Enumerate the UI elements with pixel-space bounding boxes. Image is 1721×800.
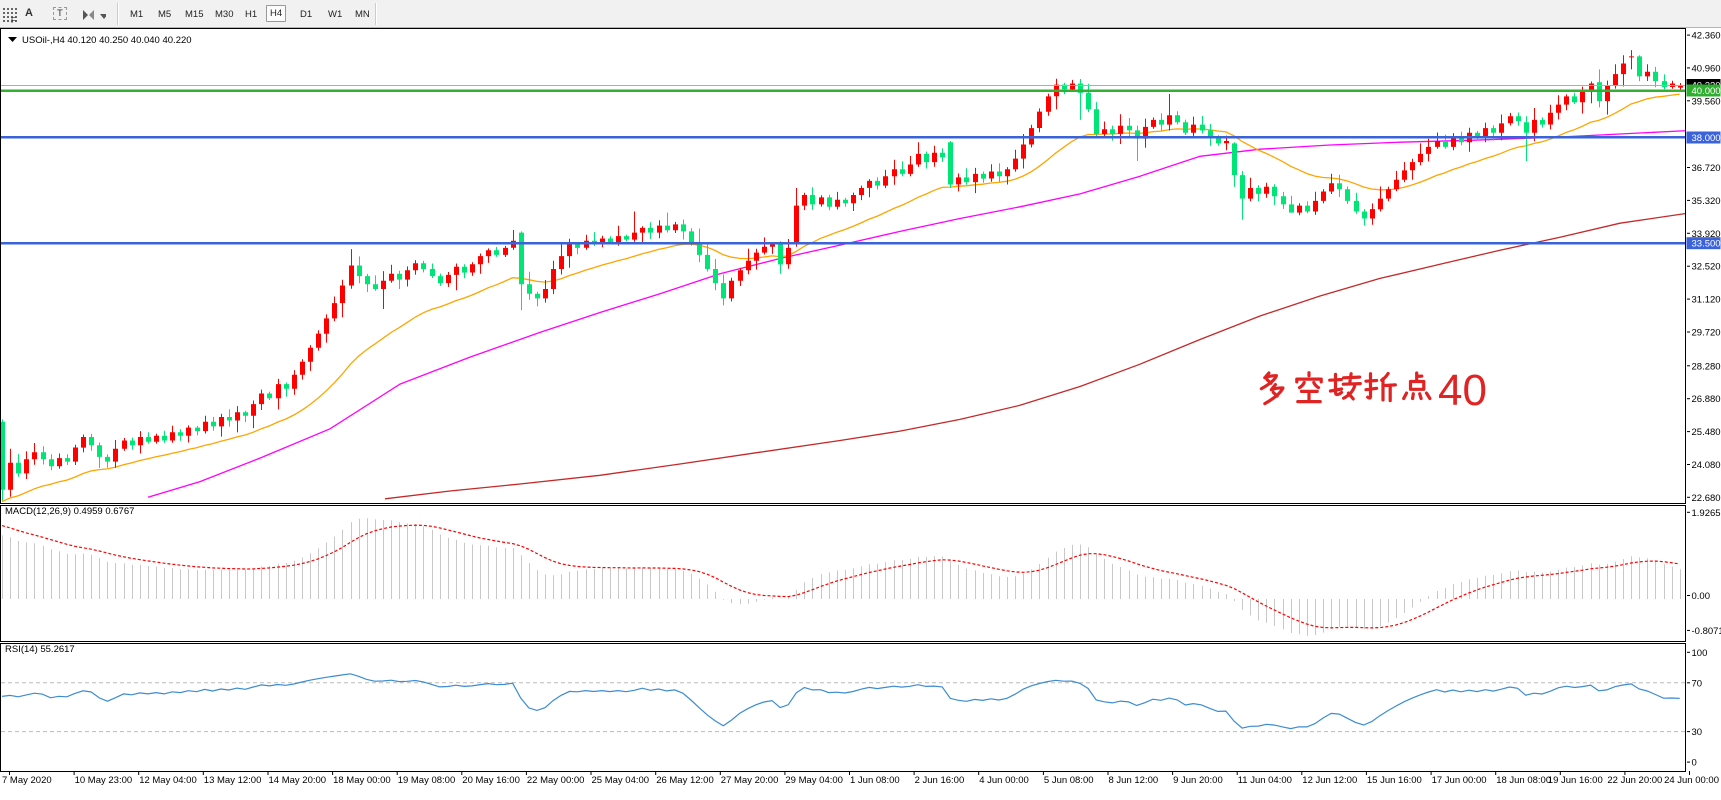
svg-text:RSI(14) 55.2617: RSI(14) 55.2617 [5,644,75,655]
svg-text:7 May 2020: 7 May 2020 [2,775,52,786]
svg-text:9 Jun 20:00: 9 Jun 20:00 [1173,775,1223,786]
svg-text:24 Jun 00:00: 24 Jun 00:00 [1664,775,1719,786]
svg-text:4 Jun 00:00: 4 Jun 00:00 [979,775,1029,786]
svg-text:24.080: 24.080 [1692,460,1721,471]
svg-text:19 Jun 16:00: 19 Jun 16:00 [1548,775,1603,786]
svg-text:12 May 04:00: 12 May 04:00 [139,775,197,786]
svg-text:40: 40 [1438,366,1487,415]
svg-text:39.560: 39.560 [1692,96,1721,107]
svg-text:F: F [11,16,16,23]
svg-text:USOil-,H4 40.120 40.250 40.04: USOil-,H4 40.120 40.250 40.040 40.220 [22,35,192,46]
svg-text:36.720: 36.720 [1692,163,1721,174]
svg-text:10 May 23:00: 10 May 23:00 [75,775,133,786]
svg-text:100: 100 [1692,648,1708,659]
svg-text:18 May 00:00: 18 May 00:00 [333,775,391,786]
svg-text:0.00: 0.00 [1692,591,1711,602]
svg-text:2 Jun 16:00: 2 Jun 16:00 [915,775,965,786]
svg-text:-0.8071: -0.8071 [1692,626,1721,637]
svg-text:22 May 00:00: 22 May 00:00 [527,775,585,786]
svg-text:70: 70 [1692,678,1703,689]
svg-text:1 Jun 08:00: 1 Jun 08:00 [850,775,900,786]
svg-text:29.720: 29.720 [1692,328,1721,339]
svg-text:12 Jun 12:00: 12 Jun 12:00 [1302,775,1357,786]
svg-text:22 Jun 20:00: 22 Jun 20:00 [1607,775,1662,786]
svg-text:38.000: 38.000 [1692,133,1721,144]
svg-text:40.000: 40.000 [1692,86,1721,97]
svg-text:30: 30 [1692,727,1703,738]
svg-text:11 Jun 04:00: 11 Jun 04:00 [1238,775,1292,786]
svg-text:26.880: 26.880 [1692,394,1721,405]
svg-text:32.520: 32.520 [1692,262,1721,273]
svg-text:14 May 20:00: 14 May 20:00 [269,775,327,786]
svg-text:33.500: 33.500 [1692,239,1721,250]
svg-text:25 May 04:00: 25 May 04:00 [592,775,650,786]
svg-text:40.960: 40.960 [1692,63,1721,74]
svg-text:8 Jun 12:00: 8 Jun 12:00 [1109,775,1159,786]
svg-text:28.280: 28.280 [1692,361,1721,372]
svg-text:26 May 12:00: 26 May 12:00 [656,775,714,786]
svg-text:15 Jun 16:00: 15 Jun 16:00 [1367,775,1422,786]
svg-text:19 May 08:00: 19 May 08:00 [398,775,456,786]
svg-text:20 May 16:00: 20 May 16:00 [462,775,520,786]
svg-text:42.360: 42.360 [1692,31,1721,42]
svg-text:17 Jun 00:00: 17 Jun 00:00 [1432,775,1487,786]
svg-text:5 Jun 08:00: 5 Jun 08:00 [1044,775,1094,786]
svg-text:MACD(12,26,9) 0.4959 0.6767: MACD(12,26,9) 0.4959 0.6767 [5,506,134,517]
svg-text:29 May 04:00: 29 May 04:00 [785,775,843,786]
svg-text:0: 0 [1692,758,1697,769]
svg-text:1.9265: 1.9265 [1692,508,1721,519]
svg-text:27 May 20:00: 27 May 20:00 [721,775,779,786]
svg-text:22.680: 22.680 [1692,493,1721,504]
svg-text:31.120: 31.120 [1692,295,1721,306]
svg-text:35.320: 35.320 [1692,196,1721,207]
svg-text:18 Jun 08:00: 18 Jun 08:00 [1496,775,1551,786]
svg-text:13 May 12:00: 13 May 12:00 [204,775,262,786]
svg-text:25.480: 25.480 [1692,427,1721,438]
